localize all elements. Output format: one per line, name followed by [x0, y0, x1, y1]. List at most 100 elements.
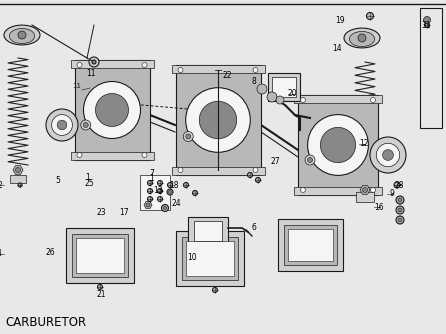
- Text: 10: 10: [187, 253, 197, 262]
- Ellipse shape: [52, 115, 72, 135]
- Circle shape: [301, 98, 306, 103]
- Ellipse shape: [95, 94, 128, 127]
- Bar: [420, 8, 442, 128]
- Circle shape: [212, 288, 218, 293]
- Polygon shape: [144, 201, 152, 208]
- Bar: [272, 77, 296, 97]
- Circle shape: [301, 187, 306, 192]
- Ellipse shape: [199, 101, 237, 139]
- Circle shape: [256, 177, 260, 182]
- Text: 2: 2: [0, 181, 2, 190]
- Text: 20: 20: [288, 89, 297, 98]
- Text: 11: 11: [73, 83, 82, 89]
- Ellipse shape: [344, 28, 380, 48]
- Circle shape: [193, 190, 198, 195]
- Text: 8: 8: [252, 77, 256, 86]
- Bar: [175, 65, 260, 175]
- Circle shape: [248, 172, 252, 177]
- Ellipse shape: [307, 158, 313, 163]
- Ellipse shape: [4, 25, 40, 45]
- Circle shape: [148, 180, 153, 185]
- Circle shape: [425, 22, 429, 27]
- Text: 28: 28: [395, 181, 405, 190]
- Bar: [186, 240, 234, 276]
- Text: 12: 12: [359, 139, 369, 148]
- Circle shape: [98, 285, 103, 290]
- Bar: [172, 167, 264, 175]
- Text: 1: 1: [149, 174, 154, 183]
- Bar: [188, 217, 228, 245]
- Text: 13: 13: [153, 186, 163, 195]
- Circle shape: [146, 203, 150, 207]
- Ellipse shape: [57, 120, 67, 130]
- Ellipse shape: [370, 137, 406, 173]
- Ellipse shape: [83, 123, 88, 128]
- Ellipse shape: [81, 120, 91, 130]
- Text: 21: 21: [97, 290, 107, 299]
- Circle shape: [157, 180, 162, 185]
- Ellipse shape: [267, 92, 277, 102]
- Circle shape: [157, 196, 162, 201]
- Circle shape: [371, 187, 376, 192]
- Ellipse shape: [257, 84, 267, 94]
- Ellipse shape: [383, 150, 393, 160]
- Circle shape: [183, 182, 189, 187]
- Circle shape: [77, 153, 82, 158]
- Circle shape: [394, 182, 400, 188]
- Circle shape: [167, 189, 173, 195]
- Bar: [70, 152, 153, 160]
- Bar: [298, 95, 378, 195]
- Circle shape: [424, 16, 430, 23]
- Polygon shape: [360, 186, 370, 194]
- Circle shape: [169, 190, 172, 193]
- Polygon shape: [13, 166, 23, 174]
- Circle shape: [16, 167, 21, 172]
- Text: 27: 27: [270, 158, 280, 166]
- Text: CARBURETOR: CARBURETOR: [5, 316, 86, 329]
- Circle shape: [157, 188, 162, 193]
- Ellipse shape: [276, 96, 284, 104]
- Text: 19: 19: [335, 16, 345, 25]
- Bar: [284, 225, 336, 265]
- Bar: [294, 187, 382, 195]
- Circle shape: [161, 204, 169, 211]
- Circle shape: [164, 206, 166, 209]
- Circle shape: [142, 153, 147, 158]
- Circle shape: [77, 62, 82, 67]
- Circle shape: [142, 62, 147, 67]
- Bar: [194, 221, 222, 241]
- Circle shape: [168, 182, 173, 187]
- Ellipse shape: [376, 143, 400, 167]
- Bar: [277, 219, 343, 271]
- Circle shape: [396, 206, 404, 214]
- Bar: [172, 65, 264, 73]
- Circle shape: [178, 167, 183, 172]
- Circle shape: [89, 57, 99, 67]
- Text: 4: 4: [0, 249, 1, 258]
- Bar: [10, 175, 26, 183]
- Bar: [76, 237, 124, 273]
- Circle shape: [396, 216, 404, 224]
- Circle shape: [398, 198, 402, 202]
- Ellipse shape: [308, 115, 368, 175]
- Circle shape: [358, 34, 366, 42]
- Ellipse shape: [320, 127, 355, 163]
- Circle shape: [253, 167, 258, 172]
- Ellipse shape: [305, 155, 315, 165]
- Text: 22: 22: [223, 71, 232, 79]
- Text: 9: 9: [390, 189, 395, 198]
- Text: 16: 16: [374, 203, 384, 211]
- Text: 25: 25: [84, 179, 94, 187]
- Bar: [268, 73, 300, 101]
- Text: 18: 18: [169, 181, 179, 190]
- Circle shape: [398, 208, 402, 212]
- Circle shape: [148, 196, 153, 201]
- Ellipse shape: [183, 132, 193, 142]
- Bar: [288, 229, 333, 261]
- Bar: [74, 60, 149, 160]
- Circle shape: [18, 183, 22, 187]
- Circle shape: [367, 12, 373, 19]
- Ellipse shape: [9, 28, 35, 43]
- Bar: [66, 227, 134, 283]
- Circle shape: [398, 218, 402, 222]
